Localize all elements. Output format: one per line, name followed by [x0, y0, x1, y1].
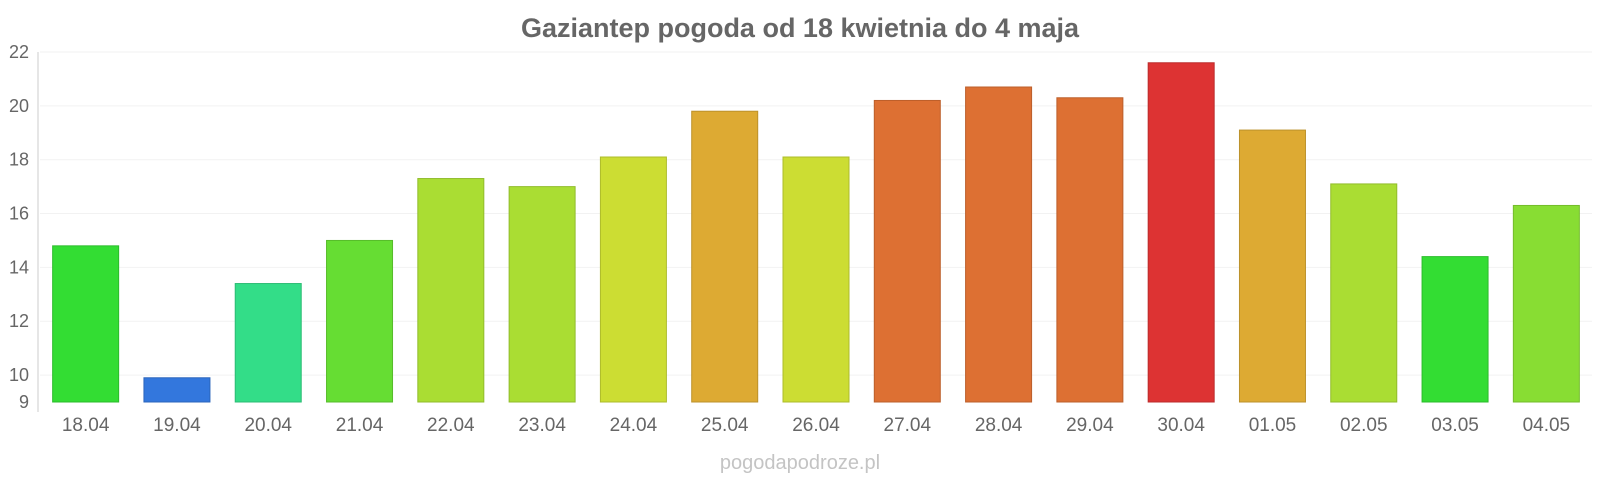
x-tick-label: 29.04: [1066, 415, 1114, 436]
y-tick-label: 22: [9, 42, 29, 62]
x-tick-label: 23.04: [518, 415, 566, 436]
y-tick-label: 18: [9, 150, 29, 170]
x-tick-label: 24.04: [610, 415, 658, 436]
y-tick-label: 14: [9, 257, 29, 277]
x-tick-label: 30.04: [1157, 415, 1205, 436]
x-tick-label: 25.04: [701, 415, 749, 436]
bar-29.04[interactable]: [1056, 97, 1124, 403]
x-tick-label: 01.05: [1249, 415, 1297, 436]
x-tick-label: 03.05: [1431, 415, 1479, 436]
y-tick-label: 12: [9, 311, 29, 331]
x-tick-label: 20.04: [244, 415, 292, 436]
x-tick-label: 18.04: [62, 415, 110, 436]
x-tick-label: 21.04: [336, 415, 384, 436]
bar-21.04[interactable]: [326, 239, 394, 403]
bar-01.05[interactable]: [1238, 129, 1306, 403]
y-tick-label: 16: [9, 204, 29, 224]
y-tick-label: 20: [9, 96, 29, 116]
bar-30.04[interactable]: [1147, 62, 1215, 403]
y-axis-ticks: 9 10 12 14 16 18 20 22: [9, 42, 29, 412]
credit-text: pogodapodroze.pl: [720, 452, 880, 474]
x-tick-label: 02.05: [1340, 415, 1388, 436]
bar-23.04[interactable]: [508, 186, 576, 403]
bar-26.04[interactable]: [782, 156, 850, 403]
bar-19.04[interactable]: [143, 377, 211, 403]
bar-04.05[interactable]: [1512, 204, 1580, 403]
chart-title: Gaziantep pogoda od 18 kwietnia do 4 maj…: [521, 13, 1080, 43]
bar-28.04[interactable]: [965, 86, 1033, 403]
bar-25.04[interactable]: [691, 110, 759, 403]
x-tick-label: 19.04: [153, 415, 201, 436]
x-tick-label: 04.05: [1523, 415, 1571, 436]
bar-27.04[interactable]: [873, 99, 941, 403]
bar-18.04[interactable]: [52, 245, 120, 403]
x-tick-label: 26.04: [792, 415, 840, 436]
bar-22.04[interactable]: [417, 178, 485, 403]
y-tick-label: 9: [19, 392, 29, 412]
x-tick-label: 28.04: [975, 415, 1023, 436]
x-tick-label: 27.04: [884, 415, 932, 436]
bars: [52, 62, 1580, 403]
bar-20.04[interactable]: [234, 283, 302, 403]
bar-02.05[interactable]: [1330, 183, 1398, 403]
bar-24.04[interactable]: [599, 156, 667, 403]
bar-03.05[interactable]: [1421, 256, 1489, 403]
y-tick-label: 10: [9, 365, 29, 385]
x-axis-ticks: 18.04 19.04 20.04 21.04 22.04 23.04 24.04 25.04…: [62, 415, 1570, 436]
x-tick-label: 22.04: [427, 415, 475, 436]
